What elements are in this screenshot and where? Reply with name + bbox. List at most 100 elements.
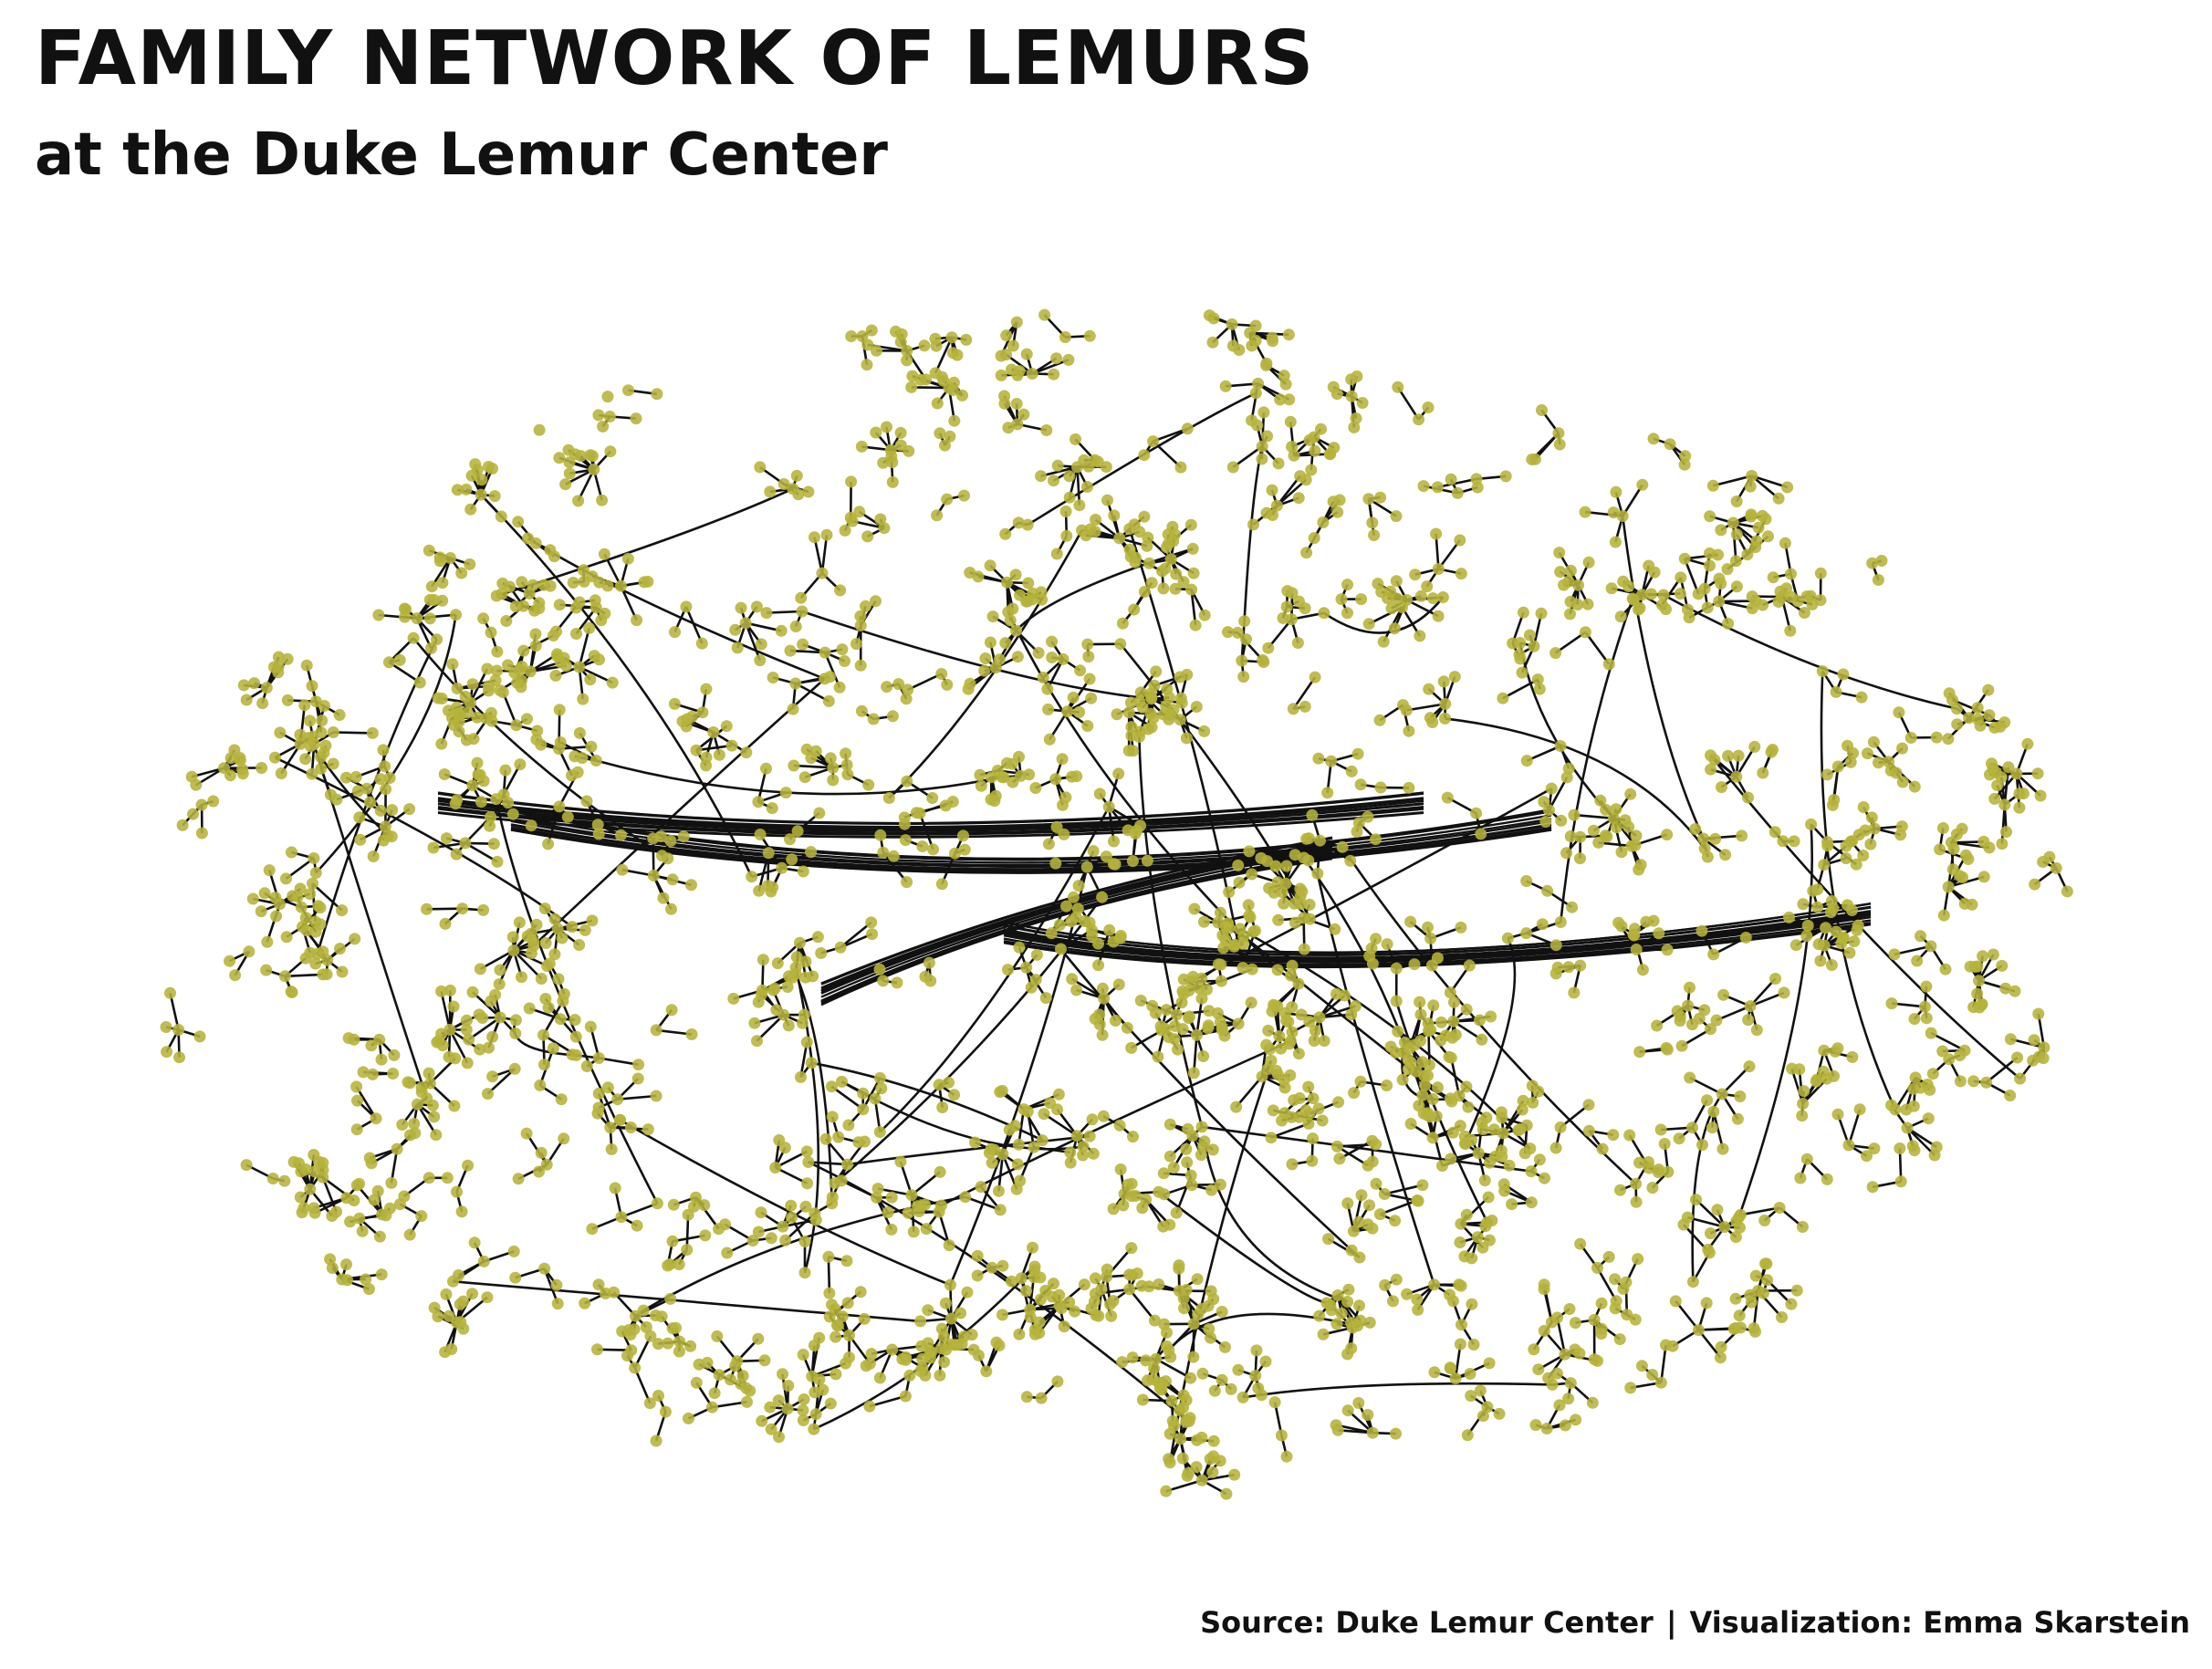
family-edge <box>1396 386 1420 421</box>
lemur-node <box>316 715 329 727</box>
lemur-node <box>1252 1382 1265 1394</box>
lemur-node <box>403 803 416 816</box>
lemur-node <box>1716 1088 1728 1100</box>
lemur-node <box>551 1298 564 1310</box>
lemur-node <box>767 672 779 683</box>
lineage-edge <box>1323 596 1445 634</box>
lemur-node <box>1424 932 1437 944</box>
lemur-node <box>1920 1012 1933 1025</box>
lemur-node <box>1801 919 1814 932</box>
lemur-node <box>1048 475 1059 487</box>
family-edge <box>1153 427 1188 443</box>
lemur-node <box>1707 1105 1720 1118</box>
lemur-node <box>537 1028 549 1041</box>
lemur-node <box>1588 1313 1601 1326</box>
lemur-node <box>1696 924 1708 937</box>
lemur-node <box>916 840 929 852</box>
lineage-edge <box>879 806 1111 1133</box>
lemur-node <box>1362 618 1375 631</box>
lemur-node <box>986 610 999 623</box>
lemur-node <box>1195 1302 1208 1315</box>
lemur-node <box>885 1223 898 1236</box>
lemur-node <box>469 458 482 471</box>
lemur-node <box>1591 1261 1603 1274</box>
lemur-node <box>936 370 948 383</box>
lemur-node <box>797 638 809 651</box>
lemur-node <box>474 963 486 975</box>
lemur-node <box>1327 495 1340 508</box>
lemur-node <box>1721 563 1734 576</box>
lemur-node <box>1551 961 1564 974</box>
lemur-node <box>809 1408 822 1421</box>
lemur-node <box>1707 948 1720 961</box>
lemur-node <box>439 917 452 930</box>
lemur-node <box>752 1226 765 1238</box>
lemur-node <box>561 810 574 823</box>
lemur-node <box>1453 1090 1466 1102</box>
lemur-node <box>1050 820 1063 833</box>
lemur-node <box>659 1405 672 1418</box>
lemur-node <box>790 469 803 482</box>
lemur-node <box>1341 1197 1354 1210</box>
lemur-node <box>1660 603 1672 616</box>
lemur-node <box>1734 1090 1747 1102</box>
lemur-node <box>1896 742 1909 755</box>
lemur-node <box>1197 915 1210 928</box>
lemur-node <box>1624 1382 1637 1394</box>
lemur-node <box>1558 579 1570 591</box>
lemur-node <box>642 575 654 588</box>
lemur-node <box>465 469 478 482</box>
lemur-node <box>756 954 769 966</box>
lemur-node <box>797 1349 809 1361</box>
lemur-node <box>995 349 1007 362</box>
lemur-node <box>255 905 267 918</box>
lemur-node <box>1370 1138 1382 1151</box>
lemur-node <box>690 1191 702 1204</box>
lemur-node <box>764 485 777 498</box>
lemur-node <box>508 1062 521 1075</box>
lemur-node <box>841 1158 853 1171</box>
lemur-node <box>1958 897 1971 910</box>
lemur-node <box>443 1050 455 1063</box>
lemur-node <box>698 1199 711 1212</box>
lemur-node <box>1749 1269 1762 1282</box>
lemur-node <box>304 1183 317 1195</box>
lemur-node <box>357 1066 370 1079</box>
lemur-node <box>455 1205 468 1218</box>
lemur-node <box>597 420 610 433</box>
lemur-node <box>1748 1322 1760 1335</box>
family-edge <box>1267 618 1293 650</box>
lemur-node <box>584 1020 597 1033</box>
lemur-node <box>1447 996 1460 1008</box>
lemur-node <box>735 601 747 614</box>
lemur-node <box>809 1214 822 1226</box>
lemur-node <box>1181 668 1194 681</box>
lemur-node <box>375 1268 388 1281</box>
lemur-node <box>2027 1054 2040 1067</box>
lemur-node <box>441 1172 454 1184</box>
lemur-node <box>2029 878 2041 891</box>
lemur-node <box>1122 745 1135 757</box>
lemur-node <box>943 381 955 394</box>
ancestral-edge <box>437 811 1424 839</box>
lemur-node <box>1654 1376 1667 1389</box>
lineage-edge <box>801 610 1152 701</box>
lemur-node <box>1629 1313 1642 1326</box>
lemur-node <box>1516 1103 1529 1116</box>
lemur-node <box>1460 1003 1473 1016</box>
lemur-node <box>1574 830 1587 843</box>
lemur-node <box>1049 773 1062 786</box>
lemur-node <box>161 1046 173 1059</box>
lemur-node <box>1085 692 1098 704</box>
lemur-node <box>765 1423 777 1435</box>
lemur-node <box>309 957 322 970</box>
lemur-node <box>1848 935 1861 948</box>
lemur-node <box>1306 1154 1319 1167</box>
lemur-node <box>324 788 337 801</box>
lemur-node <box>1392 381 1404 393</box>
lemur-node <box>1463 959 1476 972</box>
lemur-node <box>256 697 269 710</box>
lemur-node <box>855 440 868 453</box>
lemur-node <box>589 594 601 607</box>
lemur-node <box>1174 1433 1186 1445</box>
